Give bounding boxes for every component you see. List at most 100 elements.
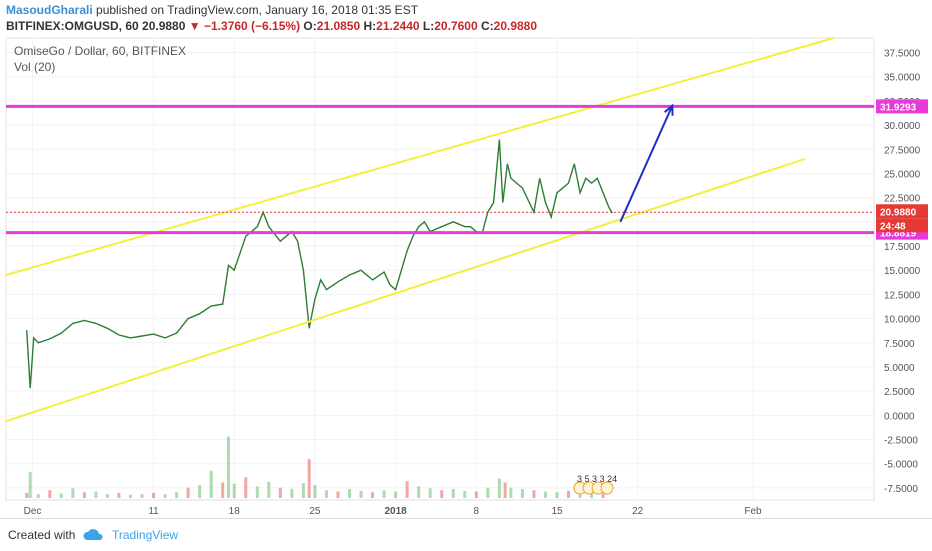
volume-bar <box>578 492 582 498</box>
y-tick-label: 10.0000 <box>884 315 921 326</box>
symbol-label: BITFINEX:OMGUSD, 60 <box>6 19 139 33</box>
price-change: −1.3760 (−6.15%) <box>204 19 301 33</box>
countdown-tag: 24:48 <box>880 221 906 232</box>
y-tick-label: 25.0000 <box>884 169 921 180</box>
y-tick-label: 37.5000 <box>884 49 921 60</box>
volume-bar <box>474 491 478 498</box>
volume-bar <box>394 491 398 498</box>
event-markers[interactable]: 3 5 3 3 24 <box>573 474 617 495</box>
x-tick-label: 22 <box>632 506 644 517</box>
current-price-tag-bg <box>876 204 928 219</box>
volume-bar <box>278 487 282 498</box>
ohlc-line: BITFINEX:OMGUSD, 60 20.9880 ▼ −1.3760 (−… <box>6 18 537 34</box>
volume-bar <box>244 477 248 498</box>
y-tick-label: 15.0000 <box>884 266 921 277</box>
volume-bar <box>117 492 121 498</box>
price-series <box>26 139 613 389</box>
channel-line <box>5 157 806 423</box>
volume-bar <box>555 492 559 498</box>
price-line <box>26 139 613 389</box>
x-tick-label: 11 <box>148 506 159 517</box>
volume-bar <box>71 488 75 498</box>
event-marker-icon <box>600 481 614 495</box>
volume-bar <box>601 493 605 498</box>
y-tick-label: 0.0000 <box>884 411 915 422</box>
horizontal-levels[interactable] <box>6 104 874 235</box>
volume-bar <box>324 490 328 498</box>
volume-bar <box>255 486 259 498</box>
price-axis[interactable]: 37.500035.000032.500030.000027.500025.00… <box>876 49 928 495</box>
level-tag: 31.9293 <box>880 102 917 113</box>
volume-bar <box>226 436 230 498</box>
volume-bar <box>543 491 547 498</box>
y-tick-label: 7.5000 <box>884 339 915 350</box>
y-tick-label: 35.0000 <box>884 73 921 84</box>
volume-bar <box>82 492 86 498</box>
volume-bar <box>451 488 455 498</box>
x-tick-label: 15 <box>551 506 563 517</box>
volume-bar <box>307 459 311 498</box>
volume-bar <box>186 487 190 498</box>
volume-bar <box>163 494 167 498</box>
volume-bar <box>105 494 109 498</box>
volume-bar <box>567 490 571 498</box>
last-price: 20.9880 <box>142 19 186 33</box>
volume-bar <box>486 487 490 498</box>
volume-bar <box>25 492 29 498</box>
volume-bar <box>290 488 294 498</box>
x-tick-label: Dec <box>24 506 42 517</box>
volume-bar <box>428 488 432 498</box>
volume-bar <box>440 490 444 498</box>
plot-frame <box>5 37 875 501</box>
y-tick-label: 12.5000 <box>884 290 921 301</box>
volume-bar <box>497 478 501 498</box>
y-tick-label: -7.5000 <box>884 484 918 495</box>
volume-legend: Vol (20) <box>14 60 56 74</box>
volume-bar <box>590 492 594 498</box>
volume-bar <box>301 483 305 498</box>
low-value: 20.7600 <box>434 19 478 33</box>
volume-bar <box>232 483 236 498</box>
footer: Created with TradingView <box>0 518 932 551</box>
volume-bar <box>359 490 363 498</box>
grid <box>6 38 874 500</box>
x-tick-label: 2018 <box>384 506 407 517</box>
close-label: C: <box>480 19 494 33</box>
volume-bar <box>405 481 409 498</box>
volume-bar <box>28 472 32 498</box>
volume-bar <box>417 486 421 498</box>
volume-bar <box>371 492 375 498</box>
time-axis[interactable]: Dec 11 18 25 2018 8 15 22 Feb <box>24 506 762 517</box>
volume-bar <box>348 488 352 498</box>
volume-bar <box>509 487 513 498</box>
y-tick-label: -5.0000 <box>884 460 918 471</box>
publish-info: published on TradingView.com, January 16… <box>96 3 419 17</box>
volume-bar <box>336 491 340 498</box>
y-tick-label: 17.5000 <box>884 242 921 253</box>
volume-bar <box>140 494 144 498</box>
down-triangle-icon: ▼ <box>188 19 201 33</box>
tradingview-brand[interactable]: TradingView <box>112 528 179 542</box>
countdown-tag-bg <box>876 218 928 233</box>
trend-arrow[interactable] <box>619 103 674 223</box>
x-tick-label: Feb <box>744 506 762 517</box>
high-value: 21.2440 <box>376 19 420 33</box>
author-link[interactable]: MasoudGharali <box>6 3 93 17</box>
volume-bar <box>175 492 179 498</box>
volume-bar <box>152 492 156 498</box>
close-value: 20.9880 <box>493 19 538 33</box>
volume-bar <box>94 491 98 498</box>
arrow-head <box>663 103 674 116</box>
volume-bar <box>198 485 202 498</box>
volume-bar <box>503 482 507 498</box>
open-label: O: <box>303 19 317 33</box>
volume-bar <box>221 482 225 498</box>
volume-bar <box>532 490 536 498</box>
volume-bar <box>382 490 386 498</box>
y-tick-label: 27.5000 <box>884 145 921 156</box>
volume-bar <box>209 470 213 498</box>
channel-lines[interactable] <box>5 37 834 423</box>
volume-bar <box>313 485 317 498</box>
level-tag-bg <box>876 99 928 114</box>
price-chart[interactable]: 37.500035.000032.500030.000027.500025.00… <box>0 36 932 518</box>
